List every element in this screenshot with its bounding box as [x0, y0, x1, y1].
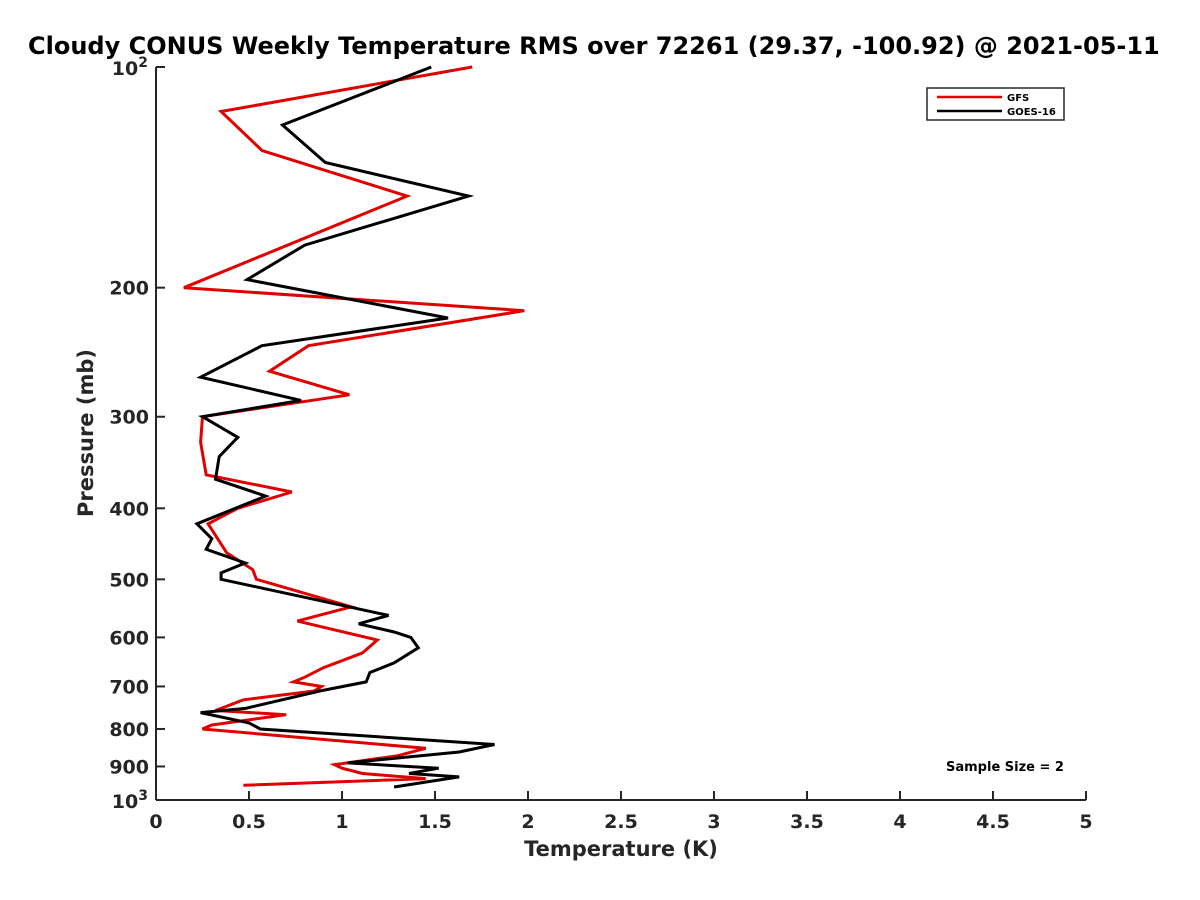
- x-ticks: 0 0.5 1 1.5 2 2.5 3 3.5 4 4.5 5: [149, 791, 1093, 833]
- chart-title: Cloudy CONUS Weekly Temperature RMS over…: [28, 32, 1160, 60]
- y-tick-label: 600: [109, 627, 149, 649]
- y-tick-label: 400: [109, 498, 149, 520]
- x-tick-label: 2: [521, 811, 534, 833]
- y-tick-label: 500: [109, 569, 149, 591]
- y-tick-label: 800: [109, 719, 149, 741]
- x-tick-label: 0.5: [232, 811, 266, 833]
- y-tick-label: 200: [109, 278, 149, 300]
- x-tick-label: 2.5: [604, 811, 638, 833]
- series-line-goes-16: [194, 65, 495, 789]
- legend: GFS GOES-16: [926, 87, 1065, 121]
- legend-label-gfs: GFS: [1007, 93, 1029, 104]
- x-tick-label: 4: [893, 811, 906, 833]
- x-tick-label: 0: [149, 811, 162, 833]
- series-layer: [183, 65, 525, 789]
- x-tick-label: 3.5: [790, 811, 824, 833]
- x-tick-label: 1.5: [418, 811, 452, 833]
- x-tick-label: 4.5: [976, 811, 1010, 833]
- y-tick-label: 700: [109, 676, 149, 698]
- x-tick-label: 1: [335, 811, 348, 833]
- series-line-gfs: [183, 65, 525, 787]
- sample-size-annotation: Sample Size = 2: [946, 760, 1064, 775]
- x-axis-label: Temperature (K): [524, 837, 718, 861]
- y-tick-label: 300: [109, 407, 149, 429]
- legend-label-goes16: GOES-16: [1007, 107, 1056, 118]
- x-tick-label: 5: [1079, 811, 1092, 833]
- x-tick-label: 3: [707, 811, 720, 833]
- y-tick-label: 103: [112, 788, 148, 813]
- legend-box: [926, 87, 1065, 121]
- y-tick-label: 900: [109, 756, 149, 778]
- y-axis-label: Pressure (mb): [74, 349, 98, 517]
